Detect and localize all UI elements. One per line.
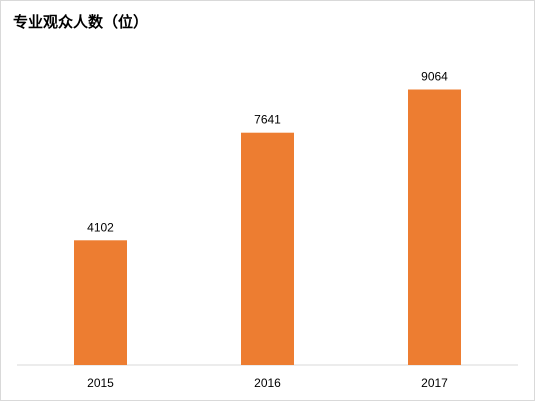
x-tick-label-2016: 2016: [254, 376, 281, 390]
chart-title: 专业观众人数（位）: [13, 13, 149, 31]
data-label-2017: 9064: [421, 70, 448, 84]
bar-2016: [241, 132, 294, 365]
bar-2015: [74, 240, 127, 365]
x-tick-label-2017: 2017: [421, 376, 448, 390]
x-tick-label-2015: 2015: [87, 376, 114, 390]
bar-2017: [408, 89, 461, 365]
data-label-2015: 4102: [87, 220, 114, 234]
data-label-2016: 7641: [254, 113, 281, 127]
